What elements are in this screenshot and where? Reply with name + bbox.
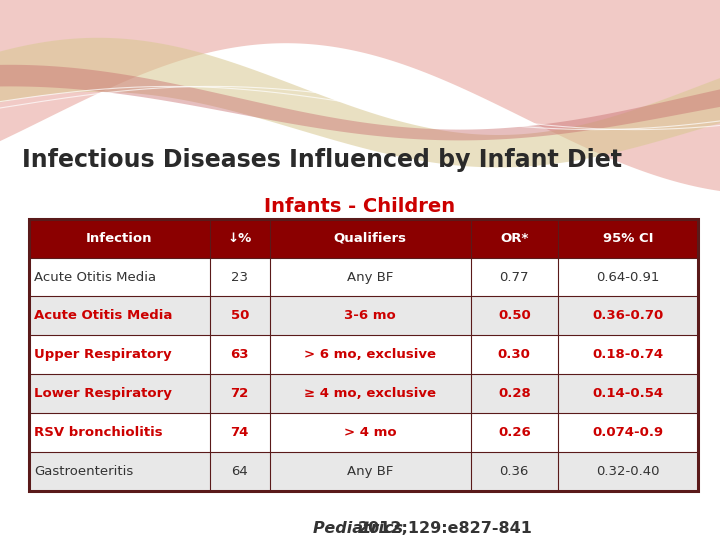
Text: 2012;129:e827-841: 2012;129:e827-841 <box>358 521 533 536</box>
Text: 0.64-0.91: 0.64-0.91 <box>596 271 660 284</box>
Text: Pediatrics: Pediatrics <box>313 521 409 536</box>
Bar <box>29 335 698 374</box>
Text: Any BF: Any BF <box>347 271 394 284</box>
Text: 0.50: 0.50 <box>498 309 531 322</box>
Text: ↓%: ↓% <box>228 232 252 245</box>
Text: Qualifiers: Qualifiers <box>334 232 407 245</box>
Text: ≥ 4 mo, exclusive: ≥ 4 mo, exclusive <box>305 387 436 400</box>
Text: 95% CI: 95% CI <box>603 232 653 245</box>
Text: 0.26: 0.26 <box>498 426 531 439</box>
Text: RSV bronchiolitis: RSV bronchiolitis <box>34 426 163 439</box>
Text: > 6 mo, exclusive: > 6 mo, exclusive <box>305 348 436 361</box>
Bar <box>29 452 698 491</box>
Text: 23: 23 <box>231 271 248 284</box>
Text: 0.28: 0.28 <box>498 387 531 400</box>
Text: 3-6 mo: 3-6 mo <box>344 309 396 322</box>
Text: 0.36-0.70: 0.36-0.70 <box>593 309 664 322</box>
Text: 0.32-0.40: 0.32-0.40 <box>596 465 660 478</box>
Polygon shape <box>0 38 720 167</box>
Text: 74: 74 <box>230 426 249 439</box>
Text: Infants - Children: Infants - Children <box>264 197 456 216</box>
Polygon shape <box>0 0 720 191</box>
Text: Upper Respiratory: Upper Respiratory <box>34 348 172 361</box>
Bar <box>29 413 698 452</box>
Text: 0.36: 0.36 <box>500 465 529 478</box>
Text: 64: 64 <box>231 465 248 478</box>
Text: Infection: Infection <box>86 232 153 245</box>
Text: Infectious Diseases Influenced by Infant Diet: Infectious Diseases Influenced by Infant… <box>22 148 621 172</box>
Bar <box>29 219 698 258</box>
Text: 72: 72 <box>230 387 249 400</box>
Text: 0.30: 0.30 <box>498 348 531 361</box>
Text: > 4 mo: > 4 mo <box>344 426 397 439</box>
Text: Gastroenteritis: Gastroenteritis <box>34 465 133 478</box>
Text: Any BF: Any BF <box>347 465 394 478</box>
Text: 0.18-0.74: 0.18-0.74 <box>593 348 664 361</box>
Bar <box>29 374 698 413</box>
Text: 63: 63 <box>230 348 249 361</box>
Text: 0.14-0.54: 0.14-0.54 <box>593 387 664 400</box>
Bar <box>29 258 698 296</box>
Polygon shape <box>0 65 720 140</box>
Text: Acute Otitis Media: Acute Otitis Media <box>34 271 156 284</box>
Bar <box>29 296 698 335</box>
Bar <box>29 219 698 491</box>
Text: OR*: OR* <box>500 232 528 245</box>
Text: Lower Respiratory: Lower Respiratory <box>34 387 172 400</box>
Text: Acute Otitis Media: Acute Otitis Media <box>34 309 173 322</box>
Text: 50: 50 <box>230 309 249 322</box>
Text: 0.77: 0.77 <box>500 271 529 284</box>
Text: 0.074-0.9: 0.074-0.9 <box>593 426 664 439</box>
